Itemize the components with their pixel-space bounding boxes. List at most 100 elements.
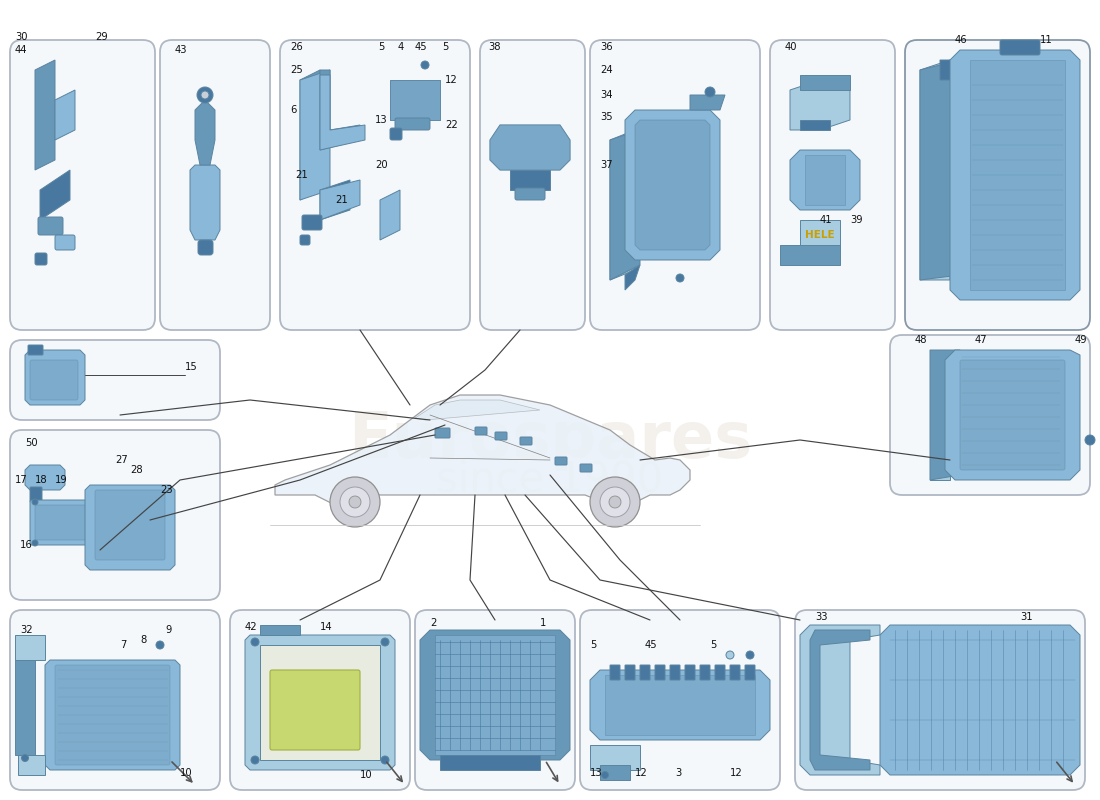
Circle shape (421, 61, 429, 69)
FancyBboxPatch shape (10, 340, 220, 420)
Polygon shape (320, 180, 350, 220)
Polygon shape (510, 170, 550, 190)
Text: 18: 18 (35, 475, 47, 485)
Text: 4: 4 (398, 42, 405, 52)
Circle shape (381, 638, 389, 646)
Text: 12: 12 (730, 768, 743, 778)
Text: 12: 12 (446, 75, 458, 85)
FancyBboxPatch shape (495, 432, 507, 440)
Circle shape (746, 651, 754, 659)
Polygon shape (945, 350, 1080, 480)
FancyBboxPatch shape (685, 665, 695, 680)
Polygon shape (300, 70, 320, 200)
FancyBboxPatch shape (198, 240, 213, 255)
Circle shape (600, 487, 630, 517)
Polygon shape (920, 60, 960, 280)
Text: 44: 44 (15, 45, 28, 55)
Text: 15: 15 (185, 362, 198, 372)
Polygon shape (275, 395, 690, 505)
Text: 19: 19 (55, 475, 68, 485)
FancyBboxPatch shape (654, 665, 666, 680)
Text: 13: 13 (375, 115, 387, 125)
Polygon shape (35, 60, 55, 170)
Circle shape (1085, 435, 1094, 445)
FancyBboxPatch shape (556, 457, 566, 465)
Text: 22: 22 (446, 120, 458, 130)
FancyBboxPatch shape (30, 360, 78, 400)
Text: Eurospares: Eurospares (348, 409, 752, 471)
Circle shape (197, 87, 213, 103)
FancyBboxPatch shape (30, 487, 42, 502)
Polygon shape (490, 125, 570, 170)
Circle shape (381, 756, 389, 764)
Polygon shape (18, 755, 45, 775)
Text: 21: 21 (336, 195, 348, 205)
Text: 21: 21 (295, 170, 308, 180)
Polygon shape (379, 190, 400, 240)
FancyBboxPatch shape (610, 665, 620, 680)
Polygon shape (590, 745, 640, 770)
Polygon shape (15, 635, 45, 660)
FancyBboxPatch shape (30, 500, 95, 545)
Text: 5: 5 (442, 42, 449, 52)
FancyBboxPatch shape (520, 437, 532, 445)
Polygon shape (930, 350, 950, 480)
Text: 40: 40 (785, 42, 798, 52)
FancyBboxPatch shape (10, 40, 155, 330)
Polygon shape (800, 220, 840, 250)
Polygon shape (970, 60, 1065, 290)
Polygon shape (800, 75, 850, 90)
Polygon shape (930, 350, 960, 480)
Polygon shape (390, 80, 440, 120)
Text: 6: 6 (290, 105, 296, 115)
FancyBboxPatch shape (95, 490, 165, 560)
FancyBboxPatch shape (230, 610, 410, 790)
Polygon shape (245, 635, 395, 770)
Polygon shape (40, 170, 70, 220)
Circle shape (32, 499, 39, 505)
Text: 34: 34 (600, 90, 613, 100)
Text: 5: 5 (590, 640, 596, 650)
Text: 50: 50 (25, 438, 37, 448)
Text: 46: 46 (955, 35, 968, 45)
Polygon shape (780, 245, 840, 265)
Text: 24: 24 (600, 65, 613, 75)
FancyBboxPatch shape (28, 345, 43, 355)
Text: 12: 12 (635, 768, 648, 778)
Circle shape (676, 274, 684, 282)
Circle shape (349, 496, 361, 508)
FancyBboxPatch shape (730, 665, 740, 680)
Polygon shape (635, 120, 710, 250)
Polygon shape (610, 130, 635, 280)
Circle shape (156, 641, 164, 649)
Text: 1: 1 (540, 618, 547, 628)
FancyBboxPatch shape (55, 235, 75, 250)
Text: 41: 41 (820, 215, 833, 225)
Text: 45: 45 (645, 640, 658, 650)
Text: 5: 5 (710, 640, 716, 650)
Polygon shape (690, 95, 725, 110)
Text: 13: 13 (590, 768, 603, 778)
Polygon shape (45, 660, 180, 770)
Text: 47: 47 (975, 335, 988, 345)
Polygon shape (320, 75, 365, 150)
FancyBboxPatch shape (795, 610, 1085, 790)
Circle shape (705, 87, 715, 97)
Text: 20: 20 (375, 160, 387, 170)
Polygon shape (950, 50, 1080, 300)
Text: 27: 27 (116, 455, 128, 465)
Text: 25: 25 (290, 65, 303, 75)
Polygon shape (490, 125, 570, 170)
FancyBboxPatch shape (580, 464, 592, 472)
Polygon shape (440, 755, 540, 770)
Text: 42: 42 (245, 622, 257, 632)
FancyBboxPatch shape (715, 665, 725, 680)
Circle shape (590, 477, 640, 527)
Polygon shape (880, 625, 1080, 775)
Text: since 1990: since 1990 (437, 459, 663, 501)
Circle shape (340, 487, 370, 517)
Polygon shape (940, 60, 970, 80)
Polygon shape (260, 645, 379, 760)
Text: 9: 9 (165, 625, 172, 635)
Text: 8: 8 (140, 635, 146, 645)
